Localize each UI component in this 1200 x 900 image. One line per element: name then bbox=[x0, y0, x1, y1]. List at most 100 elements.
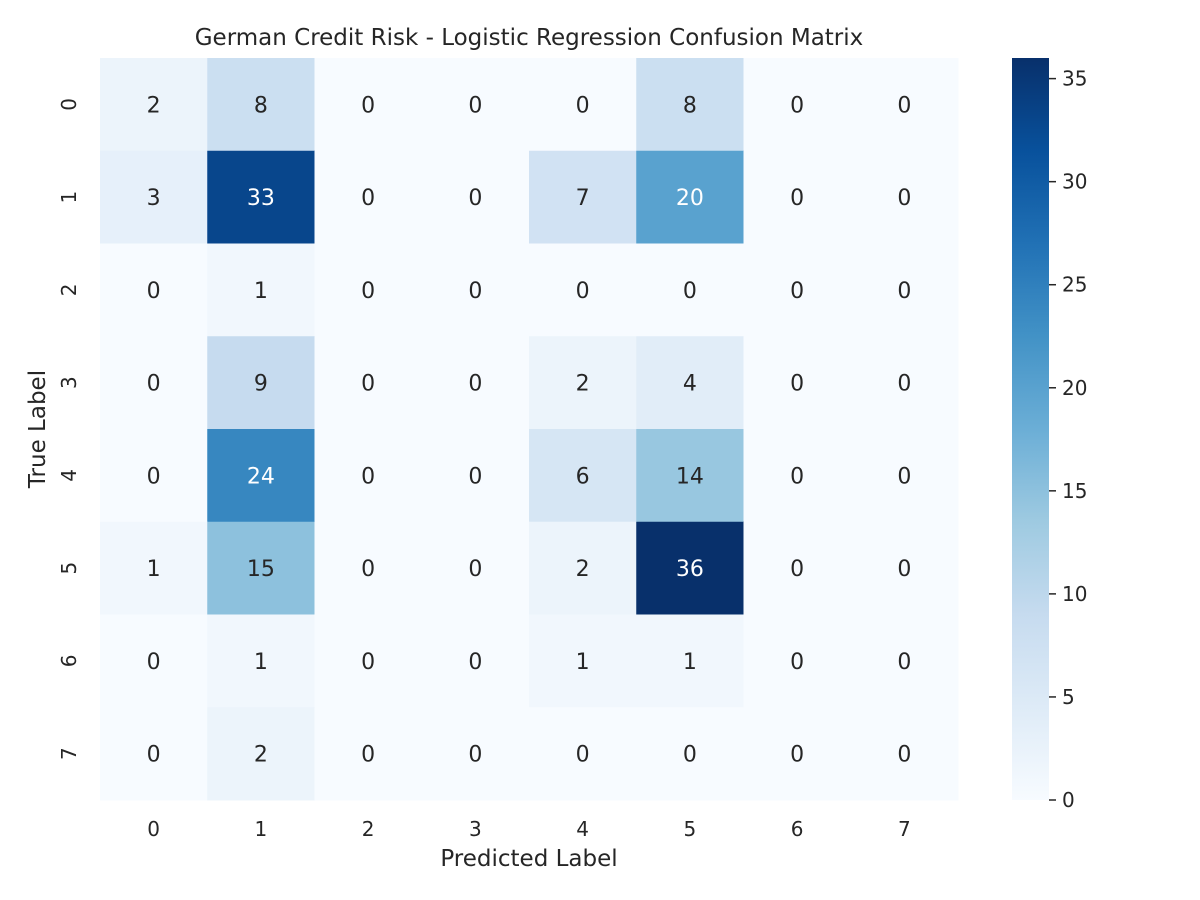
colorbar-tick-label: 30 bbox=[1062, 170, 1087, 194]
colorbar-tick-label: 25 bbox=[1062, 273, 1087, 297]
cell-value-label: 1 bbox=[254, 650, 268, 675]
cell-value-label: 0 bbox=[147, 743, 161, 768]
cell-value-label: 0 bbox=[897, 557, 911, 582]
cell-value-label: 0 bbox=[790, 372, 804, 397]
colorbar-ticks: 0 5 10 15 20 25 30 35 bbox=[1049, 67, 1087, 812]
heatmap-cell bbox=[314, 336, 423, 430]
y-tick-label: 7 bbox=[57, 747, 81, 760]
cell-value-label: 0 bbox=[897, 186, 911, 211]
colorbar-tick-label: 20 bbox=[1062, 376, 1087, 400]
cell-value-labels: 2 8 0 0 0 8 0 03 33 0 0 7 20 0 00 1 0 0 0 0 0 00 9 0 0 2 4 0 00 24 0 0 6… bbox=[147, 93, 912, 767]
heatmap-cell bbox=[743, 707, 852, 801]
cell-value-label: 33 bbox=[247, 186, 275, 211]
heatmap-cell bbox=[529, 429, 637, 523]
heatmap-cell bbox=[314, 429, 423, 523]
cell-value-label: 0 bbox=[361, 93, 375, 118]
heatmap-cell bbox=[314, 58, 423, 152]
colorbar-tick-label: 0 bbox=[1062, 788, 1075, 812]
cell-value-label: 2 bbox=[147, 93, 161, 118]
x-tick-label: 1 bbox=[255, 817, 268, 841]
heatmap-cell bbox=[421, 150, 530, 244]
colorbar-tick-label: 10 bbox=[1062, 582, 1087, 606]
heatmap-cell bbox=[207, 150, 315, 244]
heatmap-cell bbox=[314, 243, 423, 337]
heatmap-cell bbox=[529, 243, 637, 337]
heatmap-cell bbox=[529, 521, 637, 615]
cell-value-label: 15 bbox=[247, 557, 275, 582]
heatmap-cell bbox=[421, 707, 530, 801]
cell-value-label: 0 bbox=[147, 464, 161, 489]
cell-value-label: 0 bbox=[468, 650, 482, 675]
cell-value-label: 0 bbox=[361, 557, 375, 582]
y-axis-label: True Label bbox=[25, 370, 51, 489]
cell-value-label: 0 bbox=[576, 743, 590, 768]
heatmap-cell bbox=[207, 707, 315, 801]
heatmap-cell bbox=[636, 429, 744, 523]
heatmap-cell bbox=[100, 336, 208, 430]
heatmap-cell bbox=[100, 521, 208, 615]
heatmap-cell bbox=[636, 150, 744, 244]
x-axis-ticks: 0 1 2 3 4 5 6 7 bbox=[147, 817, 910, 841]
heatmap-cell bbox=[850, 707, 959, 801]
chart-title: German Credit Risk - Logistic Regression… bbox=[195, 25, 864, 51]
heatmap-cell bbox=[100, 707, 208, 801]
x-axis-label: Predicted Label bbox=[440, 846, 617, 872]
heatmap-cell bbox=[207, 336, 315, 430]
heatmap-cell bbox=[529, 336, 637, 430]
cell-value-label: 0 bbox=[790, 93, 804, 118]
heatmap-cells bbox=[100, 58, 959, 801]
colorbar-gradient bbox=[1012, 58, 1049, 800]
cell-value-label: 0 bbox=[468, 372, 482, 397]
heatmap-cell bbox=[100, 614, 208, 708]
heatmap-cell bbox=[421, 521, 530, 615]
x-tick-label: 2 bbox=[362, 817, 375, 841]
colorbar-tick-label: 5 bbox=[1062, 685, 1075, 709]
cell-value-label: 0 bbox=[361, 186, 375, 211]
y-tick-label: 3 bbox=[57, 376, 81, 389]
heatmap-cell bbox=[743, 243, 852, 337]
cell-value-label: 0 bbox=[790, 464, 804, 489]
heatmap-cell bbox=[850, 243, 959, 337]
cell-value-label: 0 bbox=[468, 93, 482, 118]
cell-value-label: 9 bbox=[254, 372, 268, 397]
cell-value-label: 1 bbox=[683, 650, 697, 675]
cell-value-label: 0 bbox=[361, 743, 375, 768]
cell-value-label: 7 bbox=[576, 186, 590, 211]
heatmap-cell bbox=[743, 429, 852, 523]
heatmap-cell bbox=[314, 614, 423, 708]
heatmap-cell bbox=[207, 243, 315, 337]
y-tick-label: 0 bbox=[57, 98, 81, 111]
cell-value-label: 6 bbox=[576, 464, 590, 489]
cell-value-label: 2 bbox=[254, 743, 268, 768]
heatmap-cell bbox=[743, 58, 852, 152]
cell-value-label: 20 bbox=[676, 186, 704, 211]
cell-value-label: 0 bbox=[468, 464, 482, 489]
heatmap-cell bbox=[314, 521, 423, 615]
heatmap-cell bbox=[207, 614, 315, 708]
heatmap-cell bbox=[850, 150, 959, 244]
cell-value-label: 0 bbox=[361, 464, 375, 489]
heatmap-cell bbox=[529, 707, 637, 801]
cell-value-label: 0 bbox=[683, 743, 697, 768]
heatmap-cell bbox=[529, 58, 637, 152]
cell-value-label: 0 bbox=[790, 557, 804, 582]
cell-value-label: 0 bbox=[790, 743, 804, 768]
heatmap-cell bbox=[850, 521, 959, 615]
cell-value-label: 0 bbox=[897, 372, 911, 397]
cell-value-label: 0 bbox=[683, 279, 697, 304]
cell-value-label: 0 bbox=[790, 650, 804, 675]
cell-value-label: 3 bbox=[147, 186, 161, 211]
y-tick-label: 1 bbox=[57, 191, 81, 204]
x-tick-label: 5 bbox=[684, 817, 697, 841]
colorbar bbox=[1012, 58, 1049, 800]
heatmap-cell bbox=[207, 521, 315, 615]
heatmap-cell bbox=[100, 429, 208, 523]
cell-value-label: 0 bbox=[576, 93, 590, 118]
heatmap-cell bbox=[421, 243, 530, 337]
heatmap-cell bbox=[421, 614, 530, 708]
y-tick-label: 5 bbox=[57, 562, 81, 575]
heatmap-cell bbox=[636, 521, 744, 615]
cell-value-label: 0 bbox=[361, 372, 375, 397]
x-tick-label: 0 bbox=[147, 817, 160, 841]
cell-value-label: 36 bbox=[676, 557, 704, 582]
